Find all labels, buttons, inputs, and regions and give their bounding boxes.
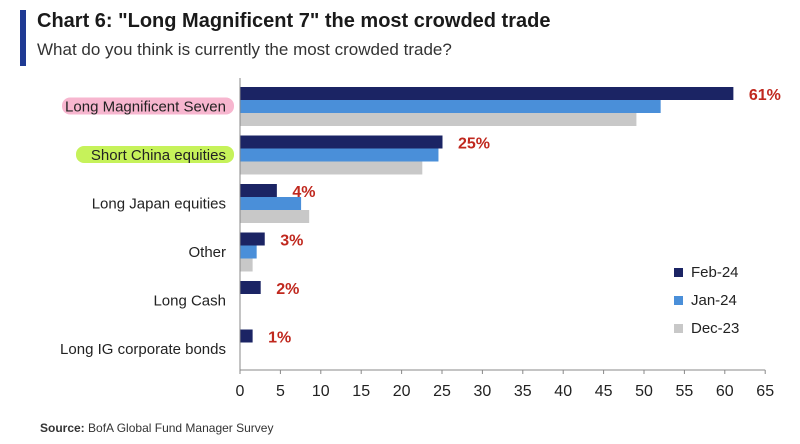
title-accent-bar [20,10,26,66]
category-label: Other [188,244,226,261]
bar-feb-24 [240,329,253,343]
x-tick-label: 60 [716,383,734,400]
category-label: Long Japan equities [92,196,226,213]
data-label: 25% [458,136,490,153]
legend-label: Dec-23 [691,319,740,337]
x-tick-label: 25 [433,383,451,400]
chart-title: Chart 6: "Long Magnificent 7" the most c… [37,10,551,32]
category-label: Long Magnificent Seven [65,99,226,116]
bar-jan-24 [240,245,257,259]
x-tick-label: 45 [595,383,613,400]
category-highlight [76,146,234,163]
x-tick-label: 50 [635,383,653,400]
source-note: Source: BofA Global Fund Manager Survey [40,421,273,435]
x-tick-label: 30 [474,383,492,400]
bar-feb-24 [240,232,265,246]
bar-feb-24 [240,87,734,100]
bar-jan-24 [240,100,661,113]
category-highlight [62,97,234,115]
data-label: 61% [749,87,781,104]
legend-item-dec-23: Dec-23 [674,314,739,342]
bar-dec-23 [240,113,637,126]
source-text: BofA Global Fund Manager Survey [88,421,274,435]
bar-dec-23 [240,161,423,175]
bar-feb-24 [240,281,261,294]
category-label: Short China equities [91,147,226,164]
x-tick-label: 5 [276,383,285,400]
x-tick-label: 20 [393,383,411,400]
chart-legend: Feb-24 Jan-24 Dec-23 [674,258,739,342]
chart-subtitle: What do you think is currently the most … [37,40,452,59]
x-tick-label: 0 [236,383,245,400]
data-label: 2% [276,281,299,298]
legend-label: Jan-24 [691,291,737,309]
legend-swatch [674,323,683,333]
legend-item-feb-24: Feb-24 [674,258,739,286]
x-tick-label: 15 [352,383,370,400]
bar-feb-24 [240,184,277,197]
legend-swatch [674,295,683,305]
category-label: Long IG corporate bonds [60,341,226,358]
x-tick-label: 10 [312,383,330,400]
data-label: 3% [280,233,303,250]
x-tick-label: 65 [756,383,774,400]
category-label: Long Cash [153,293,226,310]
data-label: 4% [292,184,315,201]
legend-label: Feb-24 [691,263,739,281]
x-tick-label: 40 [554,383,572,400]
data-label: 1% [268,330,291,347]
bar-jan-24 [240,197,302,210]
x-tick-label: 35 [514,383,532,400]
bar-feb-24 [240,135,443,149]
legend-swatch [674,267,683,277]
bar-jan-24 [240,148,439,162]
source-label: Source: [40,421,85,435]
bar-dec-23 [240,258,253,272]
x-tick-label: 55 [676,383,694,400]
legend-item-jan-24: Jan-24 [674,286,739,314]
bar-dec-23 [240,210,310,223]
